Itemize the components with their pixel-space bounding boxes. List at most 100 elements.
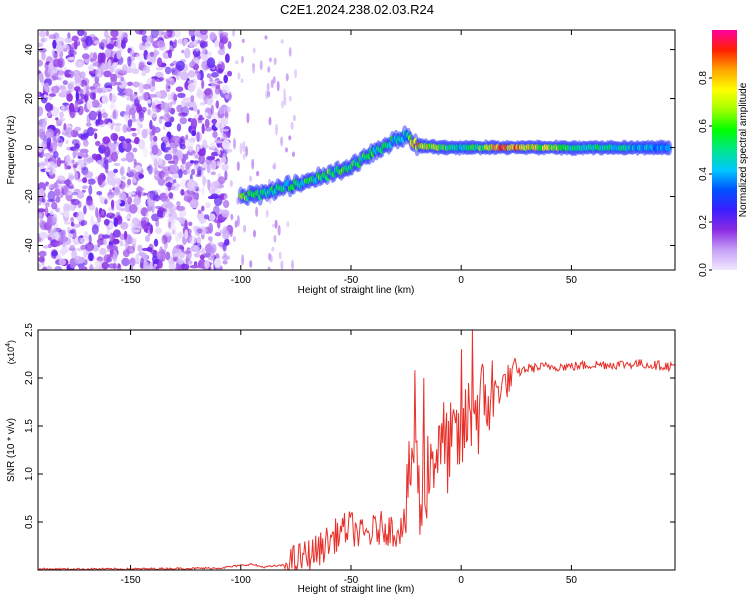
noise-blob [216, 63, 223, 69]
noise-blob [251, 158, 255, 170]
noise-blob [114, 200, 122, 204]
noise-blob [90, 73, 96, 78]
noise-blob [104, 48, 111, 59]
noise-blob [209, 32, 216, 40]
noise-blob [96, 119, 104, 125]
noise-blob [185, 139, 195, 148]
noise-blob [193, 49, 197, 57]
noise-blob [152, 259, 160, 264]
noise-blob [127, 235, 133, 245]
y-tick-label: 0 [24, 144, 35, 150]
spectrogram-y-ticks: 40 20 0 -20 -40 [24, 44, 675, 253]
noise-blob [90, 216, 95, 227]
noise-blob [153, 50, 158, 58]
noise-blob [119, 70, 128, 74]
noise-blob [143, 223, 149, 232]
noise-blob [94, 132, 98, 140]
noise-blob [67, 32, 71, 39]
noise-blob [75, 90, 80, 102]
noise-blob [74, 86, 81, 92]
noise-blob [186, 170, 190, 175]
noise-blob [176, 104, 183, 113]
noise-blob [175, 60, 185, 71]
noise-blob [46, 265, 53, 270]
noise-blob [179, 244, 184, 251]
noise-blob [55, 117, 59, 121]
noise-blob [214, 258, 222, 268]
noise-blob [164, 231, 172, 237]
noise-blob [94, 259, 102, 267]
noise-blob [106, 225, 110, 235]
noise-blob [193, 103, 198, 112]
noise-blob [221, 209, 230, 218]
noise-blob [59, 111, 64, 119]
noise-blob [203, 252, 211, 258]
colorbar-gradient-bar [712, 30, 737, 270]
noise-blob [189, 160, 195, 164]
noise-blob [96, 160, 104, 165]
noise-blob [101, 94, 109, 105]
noise-blob [249, 175, 253, 182]
noise-blob [102, 234, 111, 239]
noise-blob [177, 38, 184, 45]
x-tick-label: 50 [566, 575, 578, 586]
noise-blob [104, 87, 113, 92]
noise-blob [217, 150, 221, 155]
noise-blob [76, 211, 85, 223]
noise-blob [173, 252, 181, 257]
noise-blob [38, 124, 44, 131]
noise-blob [149, 190, 159, 201]
noise-blob [63, 210, 70, 218]
noise-blob [40, 162, 48, 166]
noise-blob [188, 41, 194, 48]
noise-blob [59, 235, 69, 243]
noise-blob [272, 223, 275, 228]
noise-blob [143, 261, 151, 270]
noise-blob [51, 250, 58, 257]
snr-multiplier-exponent: 4 [5, 343, 12, 347]
noise-blob [232, 30, 236, 37]
noise-blob [103, 70, 112, 78]
noise-blob [188, 30, 195, 37]
noise-blob [186, 180, 195, 191]
noise-blob [204, 112, 209, 117]
noise-blob [292, 151, 295, 158]
noise-blob [147, 94, 157, 98]
noise-blob [112, 255, 117, 263]
noise-blob [85, 200, 94, 207]
noise-blob [222, 260, 228, 265]
noise-blob [161, 234, 168, 245]
noise-blob [65, 73, 72, 78]
noise-blob [228, 91, 232, 101]
noise-blob [197, 36, 201, 44]
noise-blob [196, 131, 200, 143]
noise-blob [136, 125, 141, 136]
noise-blob [44, 82, 50, 93]
noise-blob [84, 95, 88, 102]
noise-blob [38, 188, 45, 198]
noise-blob [221, 32, 229, 37]
noise-blob [214, 140, 223, 144]
noise-blob [75, 71, 80, 78]
noise-blob [56, 42, 63, 54]
noise-blob [201, 248, 205, 254]
x-tick-label: -50 [344, 275, 359, 286]
noise-blob [211, 112, 220, 119]
noise-blob [42, 37, 48, 42]
noise-blob [221, 163, 229, 171]
noise-blob [197, 116, 205, 121]
noise-blob [176, 205, 186, 211]
noise-blob [292, 114, 296, 122]
noise-blob [127, 119, 133, 128]
noise-blob [55, 132, 60, 142]
noise-blob [236, 215, 240, 227]
noise-blob [219, 229, 229, 234]
noise-blob [204, 127, 213, 132]
noise-blob [221, 156, 227, 163]
noise-blob [206, 51, 212, 57]
y-tick-label: 2.0 [24, 371, 35, 385]
noise-blob [69, 244, 76, 251]
noise-blob [74, 79, 82, 87]
noise-blob [189, 61, 196, 67]
